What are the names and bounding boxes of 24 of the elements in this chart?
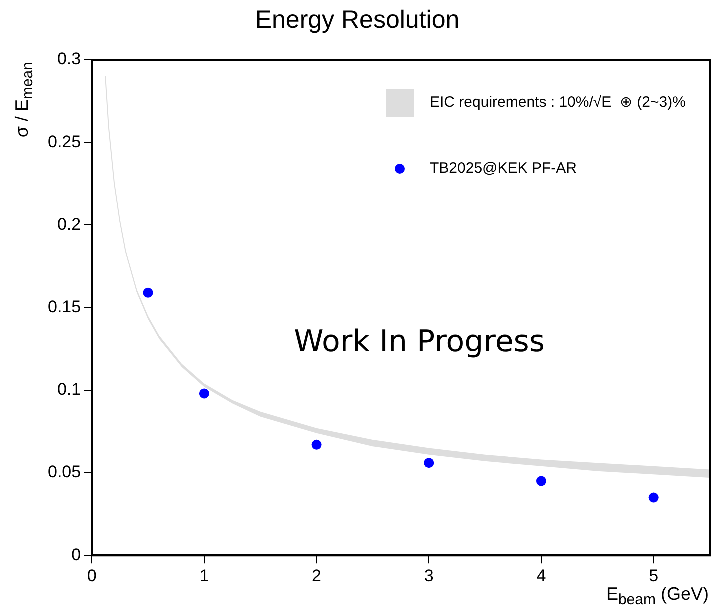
point [143, 288, 154, 298]
point [648, 492, 659, 503]
x-tick-label: 2 [312, 566, 322, 586]
chart-title: Energy Resolution [254, 6, 461, 35]
x-axis-title: E$_{beam}$ (GeV) [606, 584, 709, 609]
x-tick-label: 4 [536, 566, 546, 586]
y-tick-label: 0.3 [57, 50, 82, 69]
point [312, 440, 322, 450]
y-tick-label: 0.2 [57, 214, 82, 234]
x-tick-label: 5 [649, 566, 659, 586]
x-tick-label: 3 [424, 566, 434, 586]
point [424, 458, 434, 468]
point [199, 388, 210, 399]
legend-label: EIC requirements : 10%/√E ⊕ (2~3)% [430, 94, 686, 112]
y-tick-label: 0.1 [57, 380, 82, 400]
y-tick-label: 0 [72, 545, 82, 564]
point [536, 476, 546, 486]
x-tick-label: 0 [87, 566, 97, 586]
y-tick-label: 0.05 [48, 462, 82, 482]
x-tick-label: 1 [200, 566, 210, 586]
y-tick-label: 0.25 [48, 132, 82, 152]
annotation: Work In Progress [294, 324, 546, 360]
y-tick-label: 0.15 [48, 297, 82, 316]
legend-label: TB2025@KEK PF-AR [430, 160, 578, 178]
